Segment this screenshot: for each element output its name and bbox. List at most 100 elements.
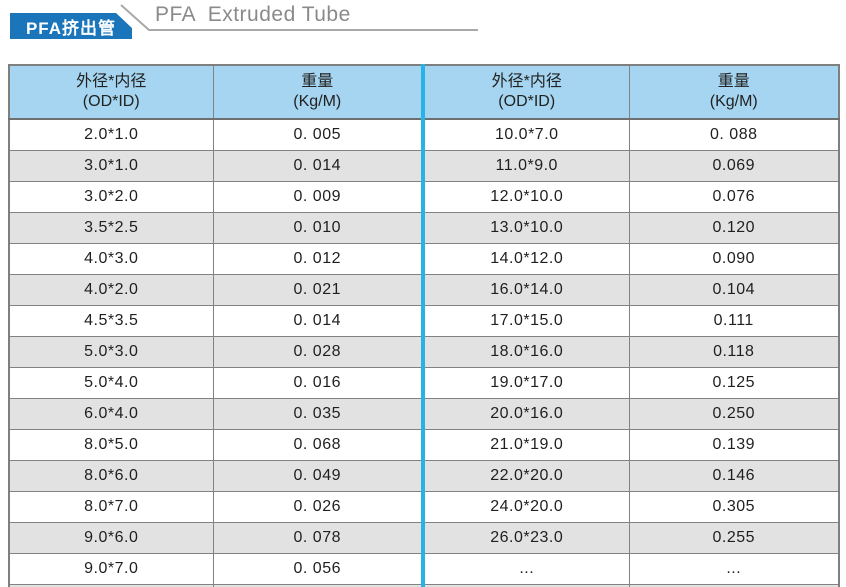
weight-cell: 0. 014 xyxy=(213,150,425,182)
weight-cell: 0.139 xyxy=(629,429,839,461)
table-row: 8.0*7.0 0. 026 24.0*20.0 0.305 xyxy=(9,491,839,523)
weight-cell: 0. 012 xyxy=(213,243,425,275)
od-id-cell: 13.0*10.0 xyxy=(423,212,630,244)
od-id-cell: 4.5*3.5 xyxy=(9,305,214,337)
weight-cell: 0. 010 xyxy=(213,212,425,244)
table-row: 9.0*7.0 0. 056...... xyxy=(9,553,839,585)
od-id-cell: 3.0*2.0 xyxy=(9,181,214,213)
od-id-cell: 24.0*20.0 xyxy=(423,491,630,523)
od-id-cell: 17.0*15.0 xyxy=(423,305,630,337)
od-id-cell: 10.0*8.0 xyxy=(9,584,214,587)
od-id-cell: 6.0*4.0 xyxy=(9,398,214,430)
table-row: 4.0*2.0 0. 021 16.0*14.0 0.104 xyxy=(9,274,839,306)
weight-cell: 0. 062 xyxy=(213,584,425,587)
table-row: 4.0*3.0 0. 012 14.0*12.0 0.090 xyxy=(9,243,839,275)
od-id-cell: 8.0*7.0 xyxy=(9,491,214,523)
weight-cell: 0. 009 xyxy=(213,181,425,213)
col-header-weight-right: 重量 (Kg/M) xyxy=(629,65,839,120)
weight-cell: 0.076 xyxy=(629,181,839,213)
od-id-cell: 4.0*3.0 xyxy=(9,243,214,275)
od-id-cell: 26.0*23.0 xyxy=(423,522,630,554)
weight-cell: 0.125 xyxy=(629,367,839,399)
col-header-weight-left: 重量 (Kg/M) xyxy=(213,65,425,120)
weight-cell: 0. 016 xyxy=(213,367,425,399)
col-header-weight-right-cn: 重量 xyxy=(717,73,750,90)
od-id-cell: ... xyxy=(423,553,630,585)
table-row: 4.5*3.5 0. 014 17.0*15.0 0.111 xyxy=(9,305,839,337)
col-header-weight-left-cn: 重量 xyxy=(301,73,334,90)
weight-cell: 0. 088 xyxy=(710,126,758,143)
spec-table-container: 外径*内径 (OD*ID) 重量 (Kg/M) 外径*内径 (OD*ID) 重量… xyxy=(8,64,840,587)
weight-cell: 1.805 xyxy=(629,584,839,587)
od-id-cell: 5.0*4.0 xyxy=(9,367,214,399)
weight-cell: 0.255 xyxy=(629,522,839,554)
od-id-cell: 18.0*16.0 xyxy=(423,336,630,368)
weight-cell: 0. 014 xyxy=(213,305,425,337)
table-row: 5.0*3.0 0. 028 18.0*16.0 0.118 xyxy=(9,336,839,368)
od-id-cell: 8.0*5.0 xyxy=(9,429,214,461)
spec-table: 外径*内径 (OD*ID) 重量 (Kg/M) 外径*内径 (OD*ID) 重量… xyxy=(8,64,840,587)
table-row: 9.0*6.0 0. 078 26.0*23.0 0.255 xyxy=(9,522,839,554)
od-id-cell: 16.0*14.0 xyxy=(423,274,630,306)
weight-cell: 0.104 xyxy=(629,274,839,306)
od-id-cell: 11.0*9.0 xyxy=(423,150,630,182)
weight-cell: 0.146 xyxy=(629,460,839,492)
col-header-odid-left: 外径*内径 (OD*ID) xyxy=(9,65,214,120)
section-badge-label: PFA挤出管 xyxy=(25,18,117,38)
table-row: 8.0*6.0 0. 049 22.0*20.0 0.146 xyxy=(9,460,839,492)
col-header-odid-left-cn: 外径*内径 xyxy=(76,73,147,90)
col-header-weight-left-en: (Kg/M) xyxy=(293,93,342,110)
weight-cell: 0.090 xyxy=(629,243,839,275)
weight-cell: 0.111 xyxy=(629,305,839,337)
weight-cell: 0. 068 xyxy=(213,429,425,461)
weight-cell: 0. 035 xyxy=(213,398,425,430)
weight-cell: 0. 078 xyxy=(213,522,425,554)
table-row: 8.0*5.0 0. 068 21.0*19.0 0.139 xyxy=(9,429,839,461)
od-id-cell: 3.5*2.5 xyxy=(9,212,214,244)
section-badge: PFA挤出管 xyxy=(10,13,132,39)
weight-cell: 0.118 xyxy=(629,336,839,368)
weight-cell: 0. 028 xyxy=(213,336,425,368)
weight-cell: ... xyxy=(629,553,839,585)
table-row: 5.0*4.0 0. 016 19.0*17.0 0.125 xyxy=(9,367,839,399)
table-row: 6.0*4.0 0. 035 20.0*16.0 0.250 xyxy=(9,398,839,430)
od-id-cell: 10.0*7.0 xyxy=(423,119,630,151)
od-id-cell: 19.0*17.0 xyxy=(423,367,630,399)
table-row: 2.0*1.0 0. 005 10.0*7.0 0. 088 xyxy=(9,119,839,151)
col-header-odid-right: 外径*内径 (OD*ID) xyxy=(423,65,630,120)
od-id-cell: 8.0*6.0 xyxy=(9,460,214,492)
col-header-odid-right-cn: 外径*内径 xyxy=(491,73,562,90)
od-id-cell: 12.0*10.0 xyxy=(423,181,630,213)
weight-cell: 0.250 xyxy=(629,398,839,430)
page-header: PFA挤出管 PFA Extruded Tube xyxy=(0,0,846,64)
od-id-cell: 9.0*7.0 xyxy=(9,553,214,585)
col-header-odid-left-en: (OD*ID) xyxy=(82,93,140,110)
od-id-cell: 90.0*84.0 xyxy=(423,584,630,587)
weight-cell: 0. 026 xyxy=(213,491,425,523)
weight-cell: 0.305 xyxy=(629,491,839,523)
table-header-row: 外径*内径 (OD*ID) 重量 (Kg/M) 外径*内径 (OD*ID) 重量… xyxy=(9,65,839,120)
col-header-weight-right-en: (Kg/M) xyxy=(709,93,758,110)
weight-cell: 0. 056 xyxy=(213,553,425,585)
table-row: 3.5*2.5 0. 010 13.0*10.0 0.120 xyxy=(9,212,839,244)
od-id-cell: 21.0*19.0 xyxy=(423,429,630,461)
weight-cell: 0. 021 xyxy=(213,274,425,306)
od-id-cell: 5.0*3.0 xyxy=(9,336,214,368)
od-id-cell: 4.0*2.0 xyxy=(9,274,214,306)
weight-cell: 0.069 xyxy=(629,150,839,182)
od-id-cell: 22.0*20.0 xyxy=(423,460,630,492)
od-id-cell: 9.0*6.0 xyxy=(9,522,214,554)
weight-cell: 0. 005 xyxy=(213,119,425,151)
spec-table-body: 2.0*1.0 0. 005 10.0*7.0 0. 088 3.0*1.0 0. 014… xyxy=(9,119,839,587)
od-id-cell: 20.0*16.0 xyxy=(423,398,630,430)
od-id-cell: 14.0*12.0 xyxy=(423,243,630,275)
od-id-cell: 2.0*1.0 xyxy=(9,119,214,151)
col-header-odid-right-en: (OD*ID) xyxy=(498,93,556,110)
table-row: 3.0*2.0 0. 009 12.0*10.0 0.076 xyxy=(9,181,839,213)
weight-cell: 0. 049 xyxy=(213,460,425,492)
table-row: 3.0*1.0 0. 014 11.0*9.0 0.069 xyxy=(9,150,839,182)
weight-cell: 0.120 xyxy=(629,212,839,244)
od-id-cell: 3.0*1.0 xyxy=(9,150,214,182)
table-row: 10.0*8.00. 06290.0*84.01.805 xyxy=(9,584,839,587)
